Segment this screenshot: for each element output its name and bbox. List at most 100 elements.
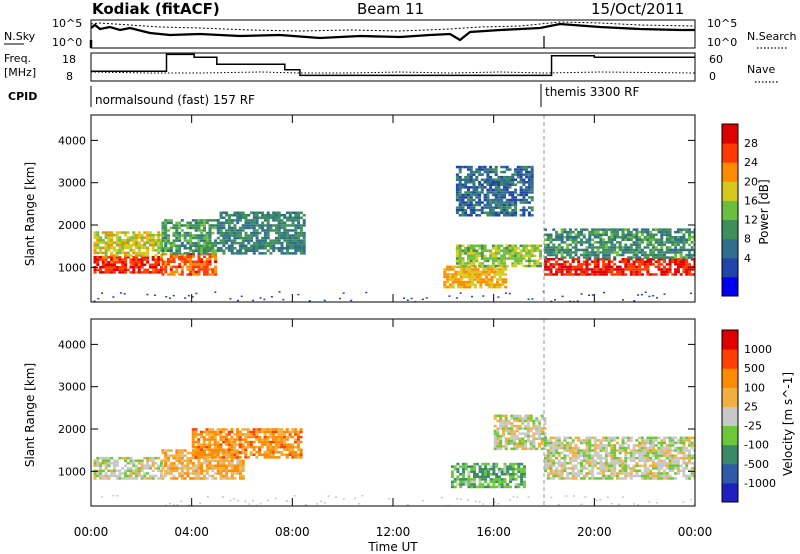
heatmap-cell	[563, 454, 567, 457]
heatmap-cell	[663, 256, 666, 259]
heatmap-cell	[665, 241, 669, 244]
heatmap-cell	[688, 444, 691, 447]
heatmap-cell	[454, 280, 458, 284]
heatmap-cell	[679, 256, 683, 259]
heatmap-cell	[115, 469, 119, 473]
heatmap-cell	[200, 469, 204, 473]
heatmap-cell	[459, 283, 463, 286]
heatmap-cell	[115, 233, 119, 237]
heatmap-cell	[503, 259, 506, 263]
heatmap-cell	[250, 244, 254, 247]
heatmap-cell	[665, 464, 669, 467]
heatmap-cell	[495, 278, 499, 281]
heatmap-cell	[591, 238, 595, 241]
heatmap-cell	[522, 181, 526, 184]
heatmap-cell	[652, 263, 655, 266]
heatmap-cell	[225, 236, 229, 240]
heatmap-cell	[540, 414, 544, 418]
heatmap-cell	[467, 499, 470, 501]
heatmap-cell	[230, 456, 234, 459]
x-axis-label: Time UT	[367, 540, 418, 554]
heatmap-cell	[591, 230, 595, 234]
heatmap-cell	[668, 263, 672, 266]
heatmap-cell	[459, 292, 462, 294]
heatmap-cell	[649, 236, 653, 239]
heatmap-cell	[222, 462, 226, 465]
heatmap-cell	[624, 238, 628, 241]
heatmap-cell	[663, 441, 666, 445]
heatmap-cell	[189, 224, 193, 227]
heatmap-cell	[161, 229, 165, 232]
heatmap-cell	[566, 265, 570, 269]
heatmap-cell	[555, 474, 559, 478]
heatmap-cell	[197, 226, 201, 230]
heatmap-cell	[96, 459, 100, 462]
heatmap-cell	[238, 456, 242, 459]
heatmap-cell	[588, 454, 592, 457]
heatmap-cell	[197, 239, 201, 242]
heatmap-cell	[494, 165, 498, 169]
heatmap-cell	[146, 246, 150, 250]
heatmap-cell	[478, 465, 482, 468]
heatmap-cell	[629, 256, 633, 259]
heatmap-cell	[197, 464, 201, 467]
heatmap-cell	[283, 247, 287, 250]
heatmap-cell	[693, 236, 695, 239]
heatmap-cell	[258, 247, 262, 250]
heatmap-cell	[216, 451, 220, 454]
heatmap-cell	[214, 270, 218, 274]
heatmap-cell	[216, 467, 220, 470]
heatmap-cell	[280, 221, 284, 225]
heatmap-cell	[585, 474, 589, 478]
heatmap-cell	[660, 467, 664, 470]
heatmap-cell	[478, 208, 482, 212]
heatmap-cell	[110, 233, 114, 237]
heatmap-cell	[227, 448, 231, 451]
heatmap-cell	[255, 445, 259, 449]
heatmap-cell	[277, 224, 281, 227]
heatmap-cell	[99, 469, 103, 473]
heatmap-cell	[496, 429, 500, 433]
heatmap-cell	[646, 474, 650, 478]
heatmap-cell	[500, 191, 504, 194]
heatmap-cell	[532, 447, 536, 451]
heatmap-cell	[151, 258, 155, 261]
heatmap-cell	[679, 441, 683, 445]
heatmap-cell	[194, 445, 198, 449]
heatmap-cell	[663, 439, 666, 442]
heatmap-cell	[143, 241, 147, 244]
heatmap-cell	[137, 231, 141, 234]
heatmap-cell	[244, 216, 248, 219]
heatmap-cell	[277, 226, 281, 230]
heatmap-cell	[157, 251, 161, 255]
heatmap-cell	[503, 480, 507, 484]
heatmap-cell	[685, 238, 689, 241]
heatmap-cell	[230, 249, 234, 252]
heatmap-cell	[500, 211, 504, 214]
heatmap-cell	[112, 296, 115, 298]
heatmap-cell	[219, 477, 223, 480]
heatmap-cell	[484, 283, 488, 286]
heatmap-cell	[549, 477, 553, 480]
heatmap-cell	[511, 264, 515, 268]
heatmap-cell	[660, 248, 664, 252]
heatmap-cell	[546, 265, 550, 269]
heatmap-cell	[110, 474, 114, 478]
heatmap-cell	[693, 462, 695, 465]
velocity-colorbar-label: Velocity [m s^-1]	[781, 372, 795, 476]
heatmap-cell	[676, 265, 680, 269]
heatmap-cell	[525, 249, 529, 252]
heatmap-cell	[464, 249, 468, 252]
heatmap-cell	[93, 233, 97, 237]
heatmap-cell	[164, 451, 168, 455]
heatmap-cell	[469, 191, 473, 194]
heatmap-cell	[214, 219, 218, 222]
heatmap-cell	[99, 239, 103, 242]
heatmap-cell	[283, 453, 286, 456]
heatmap-cell	[555, 253, 559, 257]
heatmap-cell	[624, 273, 628, 276]
heatmap-cell	[227, 477, 231, 480]
heatmap-cell	[552, 246, 556, 249]
heatmap-cell	[505, 249, 509, 252]
heatmap-cell	[688, 273, 691, 276]
